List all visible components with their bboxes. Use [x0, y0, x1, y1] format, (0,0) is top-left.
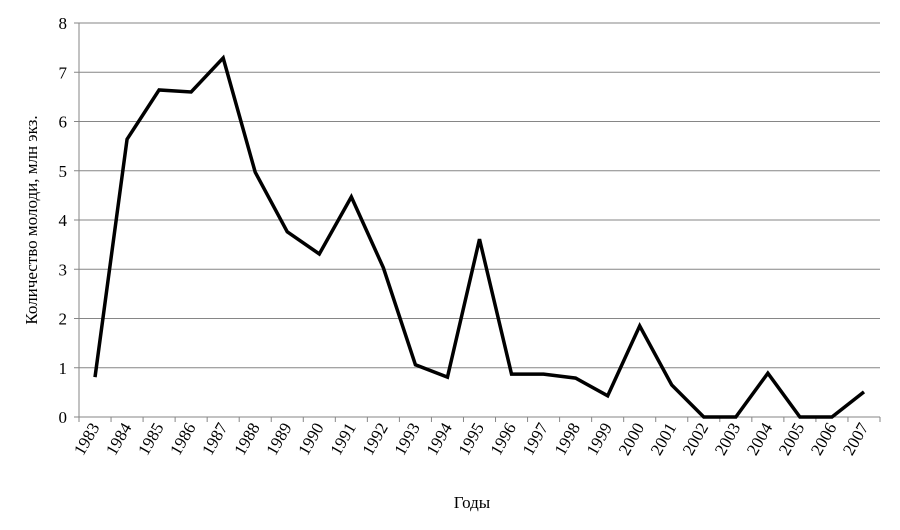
- y-tick-label: 7: [59, 63, 68, 82]
- x-tick-label: 2000: [615, 420, 648, 459]
- x-tick-label: 1993: [390, 420, 423, 459]
- x-tick-label: 1991: [326, 420, 359, 459]
- x-tick-label: 1987: [198, 419, 232, 458]
- x-tick-label: 2007: [839, 419, 873, 458]
- x-tick-label: 1992: [358, 420, 391, 459]
- x-tick-label: 1988: [230, 420, 263, 459]
- y-tick-label: 0: [59, 408, 68, 427]
- y-tick-label: 4: [59, 211, 68, 230]
- series: [95, 58, 864, 417]
- y-tick-label: 6: [59, 113, 68, 132]
- x-tick-label: 1994: [422, 419, 456, 458]
- x-tick-label: 2005: [775, 420, 808, 459]
- x-tick-label: 1996: [487, 420, 520, 459]
- x-tick-labels: 1983198419851986198719881989199019911992…: [70, 419, 873, 458]
- y-axis-label: Количество молоди, млн экз.: [22, 115, 41, 324]
- x-tick-label: 2003: [711, 420, 744, 459]
- y-tick-label: 5: [59, 162, 68, 181]
- x-tick-label: 1998: [551, 420, 584, 459]
- x-tick-label: 2002: [679, 420, 712, 459]
- x-tick-label: 2006: [807, 420, 840, 459]
- x-tick-label: 1997: [519, 419, 553, 458]
- y-tick-labels: 0 1 2 3 4 5 6 7 8: [59, 14, 68, 427]
- y-tick-label: 8: [59, 14, 68, 33]
- x-tick-label: 1985: [134, 420, 167, 459]
- series-line: [95, 58, 864, 417]
- x-tick-label: 1999: [583, 420, 616, 459]
- x-tick-label: 1990: [294, 420, 327, 459]
- x-tick-label: 1989: [262, 420, 295, 459]
- x-axis-label: Годы: [454, 493, 491, 512]
- gridlines: [79, 23, 880, 368]
- x-tick-label: 1983: [70, 420, 103, 459]
- x-tick-label: 1984: [102, 419, 136, 458]
- x-tick-label: 1986: [166, 420, 199, 459]
- axes: [74, 23, 880, 422]
- x-tick-label: 2001: [647, 420, 680, 459]
- y-tick-label: 2: [59, 310, 68, 329]
- y-tick-label: 1: [59, 359, 68, 378]
- y-tick-label: 3: [59, 260, 68, 279]
- x-tick-label: 2004: [743, 419, 777, 458]
- x-tick-label: 1995: [455, 420, 488, 459]
